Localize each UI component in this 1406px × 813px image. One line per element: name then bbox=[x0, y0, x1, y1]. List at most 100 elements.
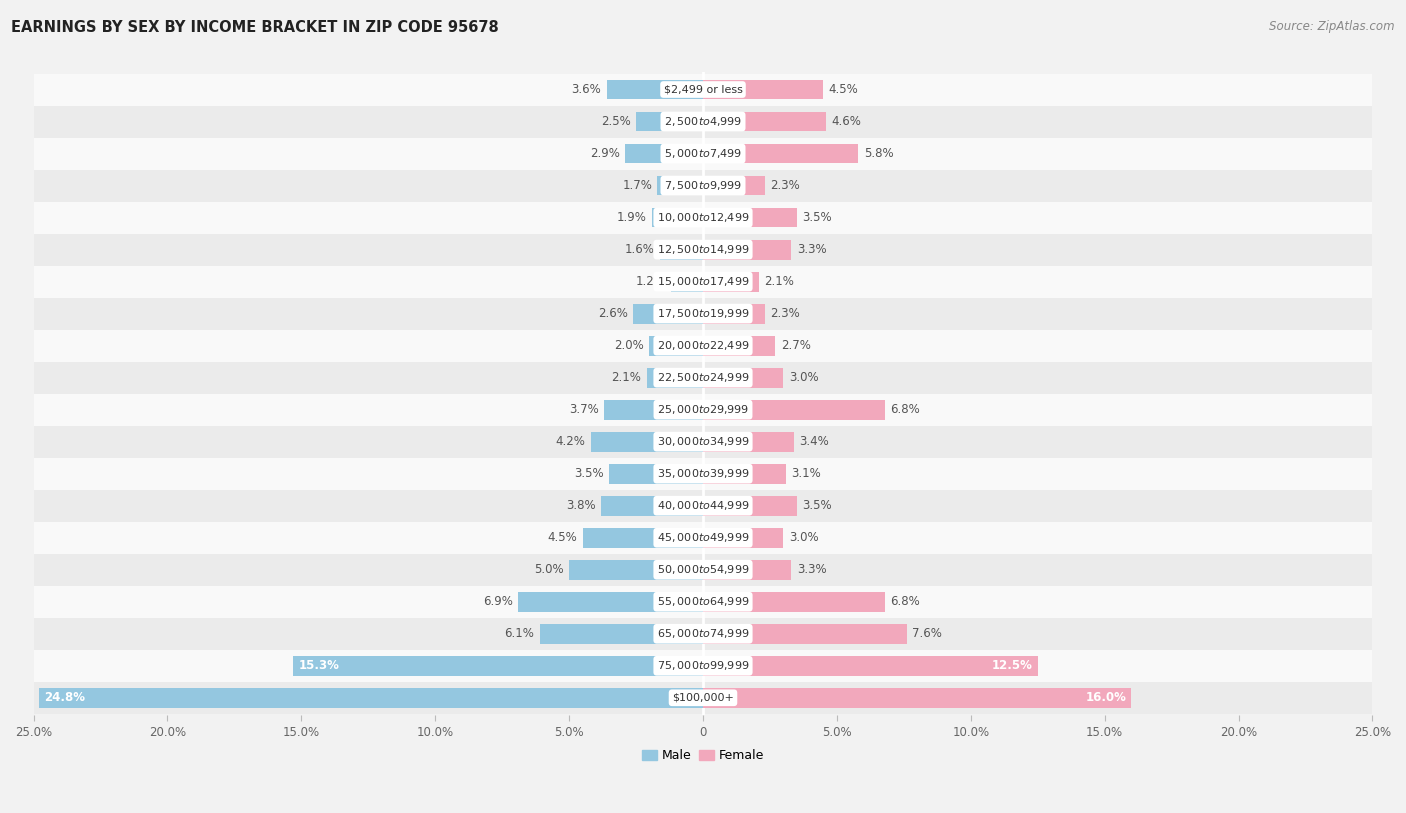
Text: 15.3%: 15.3% bbox=[298, 659, 339, 672]
Text: $22,500 to $24,999: $22,500 to $24,999 bbox=[657, 372, 749, 385]
Text: $30,000 to $34,999: $30,000 to $34,999 bbox=[657, 435, 749, 448]
Text: $25,000 to $29,999: $25,000 to $29,999 bbox=[657, 403, 749, 416]
Bar bbox=[703, 528, 783, 548]
Bar bbox=[569, 560, 703, 580]
Text: $45,000 to $49,999: $45,000 to $49,999 bbox=[657, 531, 749, 544]
Text: 24.8%: 24.8% bbox=[44, 691, 86, 704]
Bar bbox=[34, 137, 1372, 170]
Bar bbox=[636, 111, 703, 132]
Text: 3.3%: 3.3% bbox=[797, 563, 827, 576]
Text: $65,000 to $74,999: $65,000 to $74,999 bbox=[657, 628, 749, 641]
Text: $50,000 to $54,999: $50,000 to $54,999 bbox=[657, 563, 749, 576]
Bar bbox=[34, 650, 1372, 682]
Bar bbox=[633, 304, 703, 324]
Text: 4.2%: 4.2% bbox=[555, 435, 585, 448]
Bar bbox=[703, 496, 797, 515]
Bar bbox=[703, 656, 1038, 676]
Text: 2.7%: 2.7% bbox=[780, 339, 810, 352]
Bar bbox=[34, 362, 1372, 393]
Bar bbox=[294, 656, 703, 676]
Text: 2.1%: 2.1% bbox=[765, 275, 794, 288]
Text: $17,500 to $19,999: $17,500 to $19,999 bbox=[657, 307, 749, 320]
Bar bbox=[519, 592, 703, 611]
Text: 6.9%: 6.9% bbox=[484, 595, 513, 608]
Text: $12,500 to $14,999: $12,500 to $14,999 bbox=[657, 243, 749, 256]
Text: $75,000 to $99,999: $75,000 to $99,999 bbox=[657, 659, 749, 672]
Text: $55,000 to $64,999: $55,000 to $64,999 bbox=[657, 595, 749, 608]
Bar bbox=[602, 496, 703, 515]
Text: 1.6%: 1.6% bbox=[624, 243, 655, 256]
Bar bbox=[658, 176, 703, 195]
Bar bbox=[34, 73, 1372, 106]
Bar bbox=[652, 207, 703, 228]
Text: $7,500 to $9,999: $7,500 to $9,999 bbox=[664, 179, 742, 192]
Bar bbox=[661, 240, 703, 259]
Bar bbox=[34, 298, 1372, 329]
Bar bbox=[34, 618, 1372, 650]
Bar bbox=[34, 682, 1372, 714]
Text: 3.7%: 3.7% bbox=[569, 403, 599, 416]
Bar bbox=[34, 585, 1372, 618]
Text: 4.6%: 4.6% bbox=[831, 115, 862, 128]
Text: 3.1%: 3.1% bbox=[792, 467, 821, 480]
Bar bbox=[609, 463, 703, 484]
Text: 1.7%: 1.7% bbox=[623, 179, 652, 192]
Text: 1.2%: 1.2% bbox=[636, 275, 665, 288]
Bar bbox=[703, 592, 886, 611]
Text: 2.5%: 2.5% bbox=[600, 115, 631, 128]
Bar bbox=[34, 522, 1372, 554]
Bar bbox=[34, 489, 1372, 522]
Bar bbox=[626, 144, 703, 163]
Bar bbox=[606, 80, 703, 99]
Bar bbox=[703, 144, 858, 163]
Text: 2.3%: 2.3% bbox=[770, 307, 800, 320]
Text: 6.8%: 6.8% bbox=[890, 595, 920, 608]
Text: 3.0%: 3.0% bbox=[789, 372, 818, 385]
Bar bbox=[39, 688, 703, 707]
Text: 3.4%: 3.4% bbox=[800, 435, 830, 448]
Text: 3.8%: 3.8% bbox=[567, 499, 596, 512]
Bar bbox=[34, 202, 1372, 233]
Text: $2,499 or less: $2,499 or less bbox=[664, 85, 742, 94]
Text: $5,000 to $7,499: $5,000 to $7,499 bbox=[664, 147, 742, 160]
Text: 2.1%: 2.1% bbox=[612, 372, 641, 385]
Text: 1.9%: 1.9% bbox=[617, 211, 647, 224]
Bar bbox=[540, 624, 703, 644]
Bar bbox=[605, 400, 703, 420]
Text: 3.3%: 3.3% bbox=[797, 243, 827, 256]
Bar bbox=[703, 688, 1132, 707]
Text: 3.0%: 3.0% bbox=[789, 531, 818, 544]
Bar bbox=[591, 432, 703, 451]
Bar bbox=[34, 106, 1372, 137]
Bar bbox=[647, 367, 703, 388]
Bar bbox=[703, 463, 786, 484]
Bar bbox=[703, 272, 759, 292]
Text: 5.8%: 5.8% bbox=[863, 147, 893, 160]
Text: 3.5%: 3.5% bbox=[801, 499, 832, 512]
Bar bbox=[582, 528, 703, 548]
Text: 4.5%: 4.5% bbox=[830, 83, 859, 96]
Bar bbox=[34, 233, 1372, 266]
Text: 2.9%: 2.9% bbox=[591, 147, 620, 160]
Bar bbox=[703, 304, 765, 324]
Bar bbox=[703, 367, 783, 388]
Bar bbox=[703, 111, 827, 132]
Bar bbox=[34, 554, 1372, 585]
Bar bbox=[34, 426, 1372, 458]
Text: 5.0%: 5.0% bbox=[534, 563, 564, 576]
Text: 2.6%: 2.6% bbox=[598, 307, 628, 320]
Bar bbox=[650, 336, 703, 355]
Text: $20,000 to $22,499: $20,000 to $22,499 bbox=[657, 339, 749, 352]
Text: $100,000+: $100,000+ bbox=[672, 693, 734, 702]
Text: 12.5%: 12.5% bbox=[991, 659, 1032, 672]
Bar bbox=[34, 266, 1372, 298]
Bar bbox=[34, 170, 1372, 202]
Text: 7.6%: 7.6% bbox=[912, 628, 942, 641]
Bar bbox=[34, 458, 1372, 489]
Text: $35,000 to $39,999: $35,000 to $39,999 bbox=[657, 467, 749, 480]
Text: $15,000 to $17,499: $15,000 to $17,499 bbox=[657, 275, 749, 288]
Text: 3.5%: 3.5% bbox=[574, 467, 605, 480]
Text: 4.5%: 4.5% bbox=[547, 531, 576, 544]
Text: 3.5%: 3.5% bbox=[801, 211, 832, 224]
Text: 16.0%: 16.0% bbox=[1085, 691, 1126, 704]
